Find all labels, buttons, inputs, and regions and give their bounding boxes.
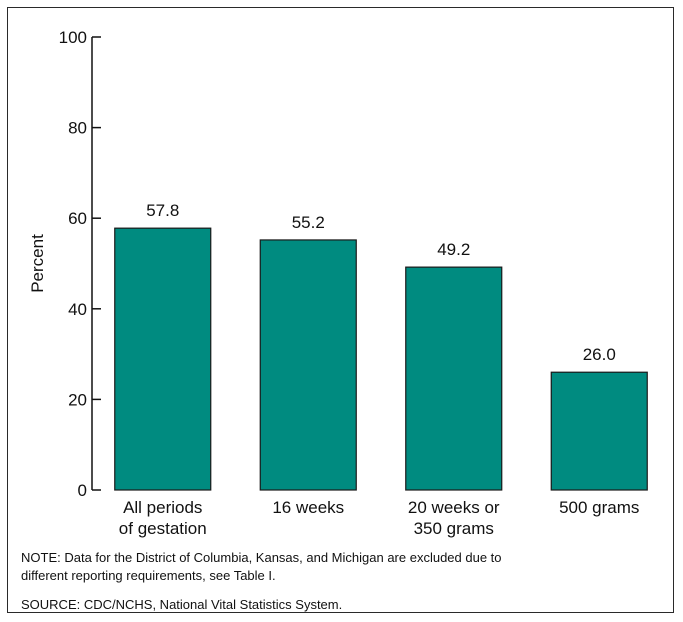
y-tick-label: 0 xyxy=(78,481,87,500)
bar xyxy=(550,371,648,491)
x-category-label: All periods xyxy=(123,498,202,517)
bar-value-label: 55.2 xyxy=(292,213,325,232)
source-note: SOURCE: CDC/NCHS, National Vital Statist… xyxy=(21,597,343,612)
x-category-label: of gestation xyxy=(119,519,207,538)
bar-value-label: 57.8 xyxy=(146,201,179,220)
x-category-label: 16 weeks xyxy=(272,498,344,517)
bar xyxy=(114,227,212,491)
figure-frame xyxy=(7,7,674,613)
x-category-label: 500 grams xyxy=(559,498,639,517)
y-tick-label: 100 xyxy=(59,28,87,47)
bar-chart: 0 20 40 60 80 100 Percent 57.8 All periods of ges… xyxy=(28,28,648,538)
bar xyxy=(259,239,357,491)
x-category-label: 350 grams xyxy=(414,519,494,538)
y-tick-label: 20 xyxy=(68,390,87,409)
bar xyxy=(405,266,503,491)
y-tick-label: 60 xyxy=(68,209,87,228)
bar-value-label: 26.0 xyxy=(583,345,616,364)
note-line-1: NOTE: Data for the District of Columbia,… xyxy=(21,550,502,565)
y-tick-label: 40 xyxy=(68,300,87,319)
y-tick-label: 80 xyxy=(68,119,87,138)
x-category-label: 20 weeks or xyxy=(408,498,500,517)
y-axis-label: Percent xyxy=(28,234,47,293)
note-line-2: different reporting requirements, see Ta… xyxy=(21,568,276,583)
bar-value-label: 49.2 xyxy=(437,240,470,259)
